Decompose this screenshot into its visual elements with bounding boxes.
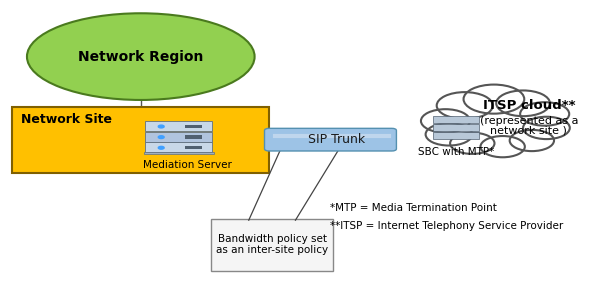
FancyBboxPatch shape (264, 128, 397, 151)
FancyBboxPatch shape (146, 121, 212, 131)
Text: Mediation Server: Mediation Server (143, 160, 232, 170)
Circle shape (159, 136, 164, 139)
Text: (represented as a: (represented as a (480, 116, 578, 126)
FancyBboxPatch shape (433, 116, 479, 123)
Circle shape (159, 146, 164, 149)
Bar (185, 135, 202, 139)
FancyBboxPatch shape (146, 132, 212, 142)
Circle shape (496, 90, 550, 116)
Circle shape (159, 125, 164, 128)
Text: *MTP = Media Termination Point: *MTP = Media Termination Point (330, 203, 498, 213)
Circle shape (523, 117, 570, 139)
Circle shape (441, 100, 547, 150)
Circle shape (450, 133, 494, 154)
Text: **ITSP = Internet Telephony Service Provider: **ITSP = Internet Telephony Service Prov… (330, 221, 564, 231)
Circle shape (480, 136, 525, 157)
Text: Network Site: Network Site (21, 112, 112, 126)
Text: SIP Trunk: SIP Trunk (308, 133, 365, 146)
FancyBboxPatch shape (146, 142, 212, 152)
Text: SBC with MTP*: SBC with MTP* (418, 147, 494, 157)
Bar (144, 152, 214, 155)
Circle shape (520, 102, 569, 126)
FancyBboxPatch shape (433, 132, 479, 139)
FancyBboxPatch shape (12, 107, 269, 173)
FancyBboxPatch shape (433, 124, 479, 131)
Circle shape (463, 85, 524, 114)
Circle shape (510, 130, 554, 151)
Bar (185, 125, 202, 128)
Circle shape (437, 92, 493, 119)
Text: Network Region: Network Region (78, 50, 203, 64)
Text: Bandwidth policy set
as an inter-site policy: Bandwidth policy set as an inter-site po… (216, 234, 328, 255)
Text: network site ): network site ) (490, 126, 567, 136)
Bar (185, 146, 202, 149)
Ellipse shape (27, 13, 255, 100)
FancyBboxPatch shape (211, 219, 334, 271)
Circle shape (425, 123, 472, 146)
Circle shape (421, 109, 470, 133)
Text: ITSP cloud**: ITSP cloud** (483, 99, 575, 112)
